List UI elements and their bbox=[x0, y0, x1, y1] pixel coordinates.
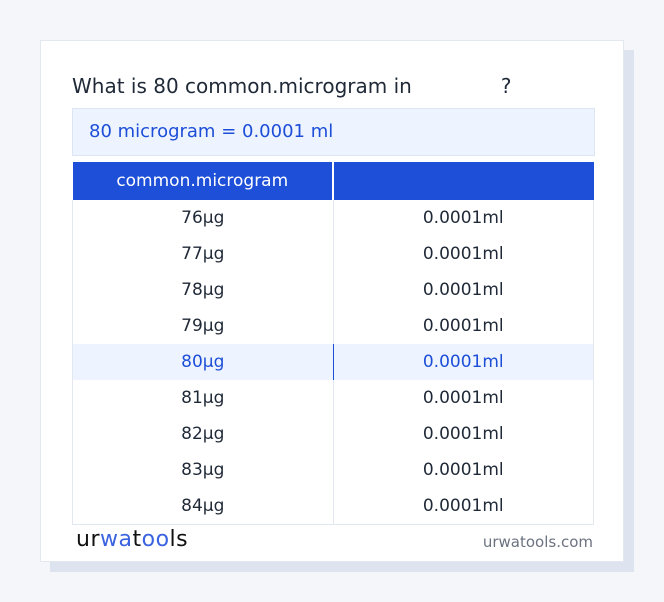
value-cell: 0.0001ml bbox=[332, 308, 594, 344]
unit-cell: 82µg bbox=[72, 416, 334, 452]
unit-cell: 76µg bbox=[72, 200, 334, 236]
table-row: 84µg 0.0001ml bbox=[72, 488, 594, 525]
unit-cell: 81µg bbox=[72, 380, 334, 416]
table-row: 80µg 0.0001ml bbox=[72, 344, 594, 380]
unit-cell: 78µg bbox=[72, 272, 334, 308]
table-row: 77µg 0.0001ml bbox=[72, 236, 594, 272]
urwatools-logo[interactable]: urwatools bbox=[76, 527, 189, 552]
site-link[interactable]: urwatools.com bbox=[482, 533, 593, 551]
table-row: 79µg 0.0001ml bbox=[72, 308, 594, 344]
column-header-to bbox=[333, 162, 594, 200]
value-cell: 0.0001ml bbox=[332, 200, 594, 236]
unit-cell: 83µg bbox=[72, 452, 334, 488]
table-row: 82µg 0.0001ml bbox=[72, 416, 594, 452]
value-cell: 0.0001ml bbox=[332, 452, 594, 488]
unit-cell: 77µg bbox=[72, 236, 334, 272]
result-box: 80 microgram = 0.0001 ml bbox=[72, 108, 595, 156]
value-cell: 0.0001ml bbox=[332, 272, 594, 308]
value-cell: 0.0001ml bbox=[332, 380, 594, 416]
unit-cell: 79µg bbox=[72, 308, 334, 344]
value-cell: 0.0001ml bbox=[332, 416, 594, 452]
question-title: What is 80 common.microgram in ? bbox=[72, 74, 512, 98]
column-header-from: common.microgram bbox=[72, 162, 334, 200]
unit-cell: 80µg bbox=[72, 344, 334, 380]
table-row: 76µg 0.0001ml bbox=[72, 200, 594, 236]
table-row: 81µg 0.0001ml bbox=[72, 380, 594, 416]
value-cell: 0.0001ml bbox=[332, 236, 594, 272]
table-row: 83µg 0.0001ml bbox=[72, 452, 594, 488]
unit-cell: 84µg bbox=[72, 488, 334, 525]
value-cell: 0.0001ml bbox=[332, 344, 594, 380]
converter-card: What is 80 common.microgram in ? 80 micr… bbox=[40, 40, 624, 562]
table-row: 78µg 0.0001ml bbox=[72, 272, 594, 308]
conversion-table: common.microgram 76µg 0.0001ml 77µg 0.0001m… bbox=[72, 162, 594, 525]
value-cell: 0.0001ml bbox=[332, 488, 594, 525]
